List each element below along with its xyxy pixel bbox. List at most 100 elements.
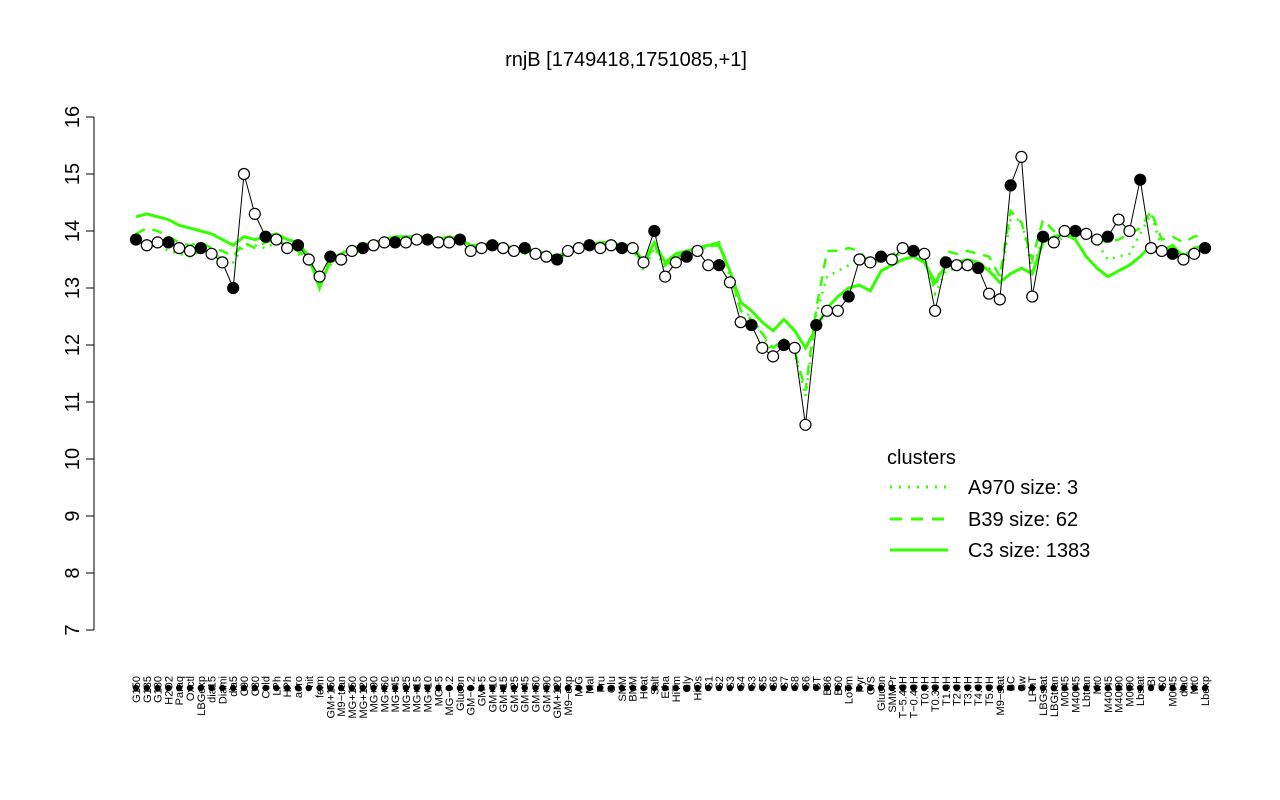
x-tick-label: GM+10 [487,676,499,712]
x-tick-mark [607,684,615,692]
data-point [1188,247,1201,260]
data-points [129,150,1212,431]
data-point [410,233,423,246]
y-tick-label: 8 [62,567,84,578]
x-tick-mark [705,684,712,692]
x-tick-label: SMM [617,676,629,702]
x-tick-mark [953,684,960,692]
x-tick-label: G150 [131,676,143,703]
x-tick-mark [337,684,345,692]
data-point [140,239,153,252]
x-tick-label: Lbstat [1135,676,1147,706]
x-tick-label: Oxctl [185,676,197,701]
data-point [669,256,682,269]
data-point [626,242,639,255]
x-tick-mark [1115,684,1122,692]
data-point [356,242,369,255]
x-tick-mark [435,684,442,692]
legend-label: A970 size: 3 [968,477,1078,499]
x-tick-mark [975,684,982,692]
x-tick-mark [1050,684,1058,692]
data-point [259,230,272,243]
x-tick-label: SMMPr [887,676,899,713]
data-point [993,293,1006,306]
data-point [486,239,499,252]
x-tick-mark [964,684,971,692]
x-tick-mark [240,684,248,692]
x-tick-label: Mal [585,676,597,694]
x-tick-mark [823,684,831,692]
data-point [507,244,521,258]
data-point [1069,224,1082,238]
x-tick-mark [154,684,161,692]
x-tick-label: Glucon [876,676,888,711]
data-point [734,316,747,329]
x-tick-mark [1147,684,1155,692]
x-tick-label: M/G [574,676,586,697]
x-tick-mark [651,684,658,692]
data-point [691,244,704,258]
y-tick-label: 7 [62,624,84,635]
data-point [756,341,769,354]
x-tick-label: dia5 [228,676,240,697]
y-tick-label: 13 [62,277,84,299]
x-tick-mark [132,684,140,692]
x-tick-label: M9−stat [995,676,1007,715]
x-tick-mark [229,684,237,692]
x-tick-mark [208,684,215,692]
x-tick-label: S3 [725,676,737,689]
x-tick-label: M9−exp [563,676,575,715]
x-tick-label: S6 [800,676,812,689]
data-point [540,250,553,263]
x-tick-label: MG+45 [390,676,402,712]
x-tick-mark [1029,684,1036,692]
y-tick-label: 11 [62,392,84,413]
data-point [853,253,866,266]
x-tick-label: S4 [736,676,748,689]
x-tick-mark [467,684,474,692]
y-tick-label: 16 [62,106,84,128]
x-tick-label: Mt0 [1189,676,1201,694]
x-tick-mark [845,684,852,692]
data-point [885,253,898,266]
data-point [1004,179,1017,192]
x-tick-mark [1093,684,1101,692]
x-tick-label: MG+25 [401,676,413,712]
x-tick-label: GM+60 [531,676,543,712]
data-point [1080,227,1093,240]
x-tick-label: GM+45 [520,676,532,712]
x-tick-label: nit [304,676,316,688]
x-tick-label: M40t45 [1070,676,1082,713]
x-tick-mark [359,684,366,692]
x-tick-mark [834,684,842,692]
data-point [680,250,693,263]
x-tick-label: T5.0H [984,676,996,706]
data-point [281,242,294,255]
x-tick-label: GM+120 [552,676,564,719]
x-tick-mark [381,684,388,692]
x-tick-mark [597,684,604,692]
x-tick-label: GM+90 [541,676,553,712]
x-tick-label: MG−0.2 [444,676,456,715]
x-tick-label: HiOs [692,676,704,701]
x-tick-label: MG+5 [433,676,445,706]
data-point [918,247,931,260]
x-tick-label: T1.0H [941,676,953,706]
data-point [615,242,629,255]
x-tick-mark [985,684,993,692]
y-tick-label: 9 [62,510,84,521]
x-tick-label: Fru [595,676,607,693]
x-tick-mark [510,684,518,692]
data-point [1112,213,1125,226]
data-point [432,236,445,249]
data-point [820,304,834,317]
x-tick-label: Glucon [455,676,467,711]
x-tick-label: M0t90 [1124,676,1136,707]
x-tick-mark [273,684,280,692]
x-tick-label: MG+90 [369,676,381,712]
x-tick-mark [694,684,701,692]
x-tick-mark [348,684,356,692]
x-tick-mark [996,684,1004,692]
x-tick-mark [294,684,302,692]
y-tick-label: 10 [62,448,84,470]
